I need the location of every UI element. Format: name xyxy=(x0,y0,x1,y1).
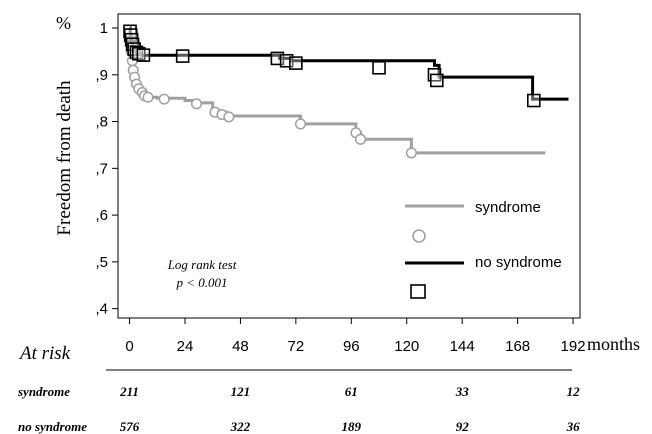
at-risk-value-0-3: 33 xyxy=(455,384,470,399)
at-risk-value-0-1: 121 xyxy=(231,384,251,399)
at-risk-row-label-syndrome: syndrome xyxy=(17,384,70,399)
series-line-no-syndrome xyxy=(128,26,569,101)
at-risk-value-1-3: 92 xyxy=(456,419,470,434)
x-axis-title: months xyxy=(587,334,640,354)
censor-point-no-syndrome-11 xyxy=(289,56,303,70)
legend: syndrome no syndrome xyxy=(405,199,562,299)
censor-point-no-syndrome-6 xyxy=(131,46,146,61)
x-tick-label-3: 72 xyxy=(288,338,305,355)
annotation-line-1: Log rank test xyxy=(167,257,237,272)
censor-point-no-syndrome-8 xyxy=(175,49,190,63)
legend-label-no-syndrome: no syndrome xyxy=(475,254,562,271)
censor-point-syndrome-14 xyxy=(223,111,235,123)
censor-point-no-syndrome-15 xyxy=(526,93,541,108)
x-tick-label-5: 120 xyxy=(394,338,419,355)
at-risk-row-label-no-syndrome: no syndrome xyxy=(18,419,87,434)
x-tick-label-4: 96 xyxy=(343,338,360,355)
x-tick-label-7: 168 xyxy=(505,338,530,355)
legend-label-syndrome: syndrome xyxy=(475,199,541,216)
x-tick-label-1: 24 xyxy=(177,338,194,355)
censor-point-syndrome-17 xyxy=(355,133,367,145)
censor-point-syndrome-11 xyxy=(190,98,203,110)
censor-point-no-syndrome-7 xyxy=(136,48,151,62)
at-risk-value-1-2: 189 xyxy=(342,419,362,434)
at-risk-value-1-4: 36 xyxy=(566,419,581,434)
legend-marker-square xyxy=(410,284,426,299)
annotation-line-2: p < 0.001 xyxy=(175,275,227,290)
censor-point-no-syndrome-14 xyxy=(429,73,444,88)
y-tick-label-3: ,7 xyxy=(95,160,108,177)
legend-marker-circle xyxy=(412,229,426,243)
at-risk-value-0-0: 211 xyxy=(119,384,139,399)
at-risk-value-0-4: 12 xyxy=(567,384,581,399)
y-axis-title: Freedom from death xyxy=(54,80,75,236)
at-risk-value-1-0: 576 xyxy=(120,419,140,434)
plot-frame xyxy=(117,13,581,319)
at-risk-table: At risk syndrome no syndrome 211 121 61 33 1… xyxy=(17,343,580,434)
x-axis: 0 24 48 72 96 120 144 168 192 xyxy=(125,318,586,355)
at-risk-value-1-1: 322 xyxy=(230,419,251,434)
at-risk-values: 211 121 61 33 12 576 322 189 92 36 xyxy=(119,384,580,434)
y-tick-label-5: ,9 xyxy=(95,67,108,84)
y-unit-label: % xyxy=(56,13,71,33)
y-tick-label-0: ,4 xyxy=(95,301,108,318)
censor-point-syndrome-15 xyxy=(294,118,307,130)
x-tick-label-2: 48 xyxy=(232,338,249,355)
y-tick-label-1: ,5 xyxy=(95,254,108,271)
y-tick-label-2: ,6 xyxy=(95,207,108,224)
y-tick-label-4: ,8 xyxy=(95,114,108,131)
x-tick-label-6: 144 xyxy=(450,338,475,355)
series-line-syndrome xyxy=(128,26,546,155)
y-axis: ,4 ,5 ,6 ,7 ,8 ,9 1 xyxy=(95,20,118,318)
y-tick-label-6: 1 xyxy=(100,20,108,37)
series-layer xyxy=(123,24,569,159)
censor-point-syndrome-10 xyxy=(158,93,170,105)
censor-point-syndrome-18 xyxy=(405,147,417,159)
censor-point-syndrome-9 xyxy=(142,91,154,103)
at-risk-value-0-2: 61 xyxy=(345,384,358,399)
x-tick-label-0: 0 xyxy=(125,338,133,355)
x-tick-label-8: 192 xyxy=(561,338,586,355)
at-risk-title: At risk xyxy=(18,343,71,364)
log-rank-annotation: Log rank test p < 0.001 xyxy=(167,257,237,290)
censor-point-no-syndrome-12 xyxy=(372,60,386,75)
